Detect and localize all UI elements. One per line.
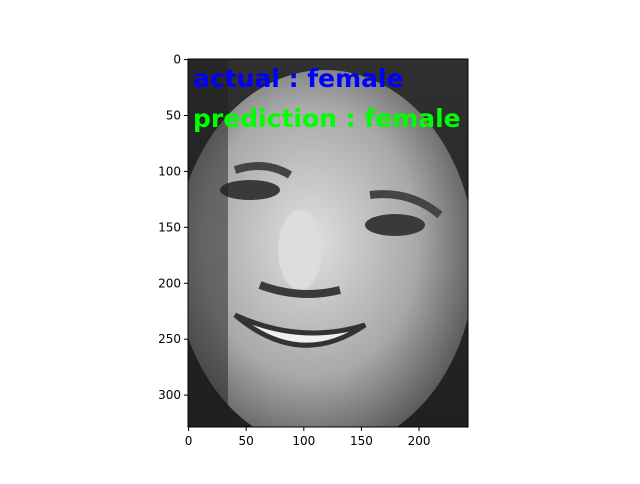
x-tick-label: 100 bbox=[292, 434, 315, 448]
y-tick-label: 100 bbox=[158, 164, 181, 178]
axes-frame bbox=[187, 58, 469, 428]
annotation: actual : female bbox=[193, 64, 404, 93]
x-tick-label: 0 bbox=[185, 434, 193, 448]
face-image bbox=[188, 59, 468, 427]
annotation: prediction : female bbox=[193, 104, 461, 133]
y-tick-label: 250 bbox=[158, 332, 181, 346]
x-tick-label: 50 bbox=[239, 434, 254, 448]
y-tick-label: 300 bbox=[158, 388, 181, 402]
y-tick-label: 0 bbox=[173, 53, 181, 67]
x-tick-label: 200 bbox=[408, 434, 431, 448]
y-tick-label: 150 bbox=[158, 220, 181, 234]
y-tick-label: 200 bbox=[158, 276, 181, 290]
x-tick-label: 150 bbox=[350, 434, 373, 448]
y-tick-label: 50 bbox=[166, 108, 181, 122]
